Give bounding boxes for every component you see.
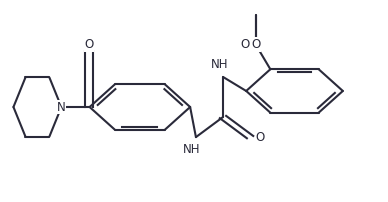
Text: NH: NH [183, 143, 201, 156]
Text: O: O [251, 38, 260, 51]
Text: O: O [256, 131, 265, 144]
Text: O: O [84, 38, 94, 51]
Text: N: N [57, 101, 66, 114]
Text: O: O [241, 38, 250, 51]
Text: NH: NH [210, 58, 228, 71]
